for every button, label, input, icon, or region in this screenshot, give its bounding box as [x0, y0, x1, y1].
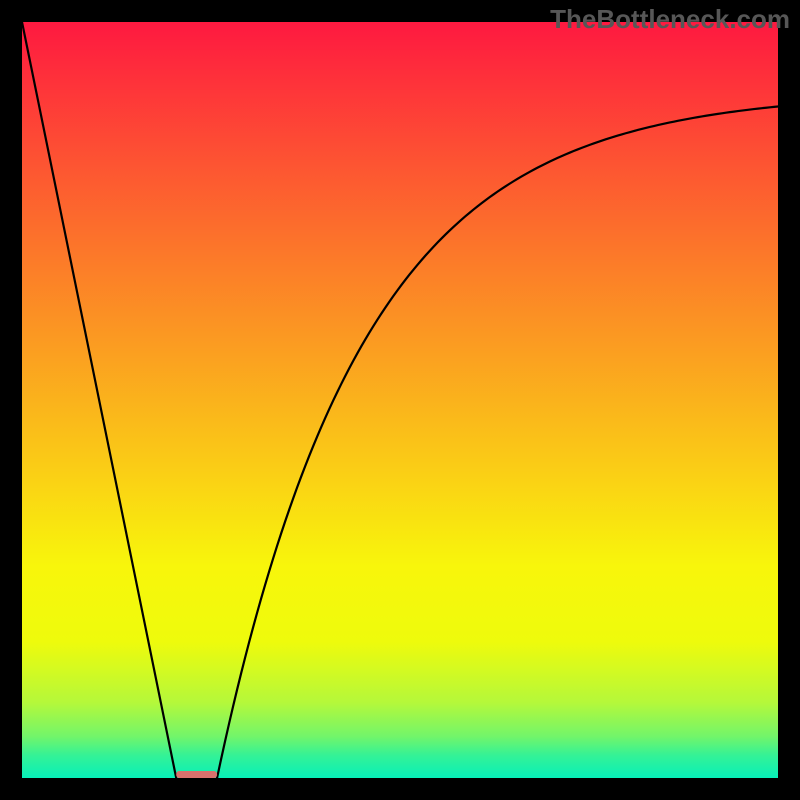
min-marker [176, 771, 217, 778]
chart-frame: TheBottleneck.com [0, 0, 800, 800]
gradient-background [22, 22, 778, 778]
plot-area [22, 22, 778, 778]
